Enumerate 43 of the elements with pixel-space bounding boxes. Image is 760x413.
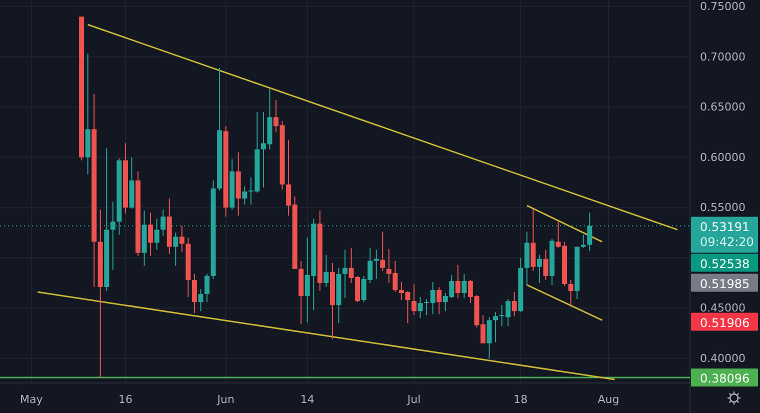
candlestick bbox=[418, 296, 423, 319]
candlestick bbox=[462, 273, 467, 299]
candlestick bbox=[380, 231, 386, 272]
candlestick bbox=[374, 249, 379, 280]
text: 0.51985 bbox=[700, 276, 750, 291]
candlestick bbox=[436, 286, 442, 315]
x-tick-label: Aug bbox=[598, 392, 620, 406]
x-tick-label: Jul bbox=[406, 392, 421, 406]
text: 0.52538 bbox=[700, 256, 750, 271]
y-tick-label: 0.75000 bbox=[700, 0, 746, 14]
text: 09:42:20 bbox=[700, 234, 754, 249]
y-tick-label: 0.40000 bbox=[700, 352, 746, 365]
y-tick-label: 0.45000 bbox=[700, 302, 746, 315]
candlestick bbox=[536, 254, 542, 284]
ref-line-label: 0.53191 bbox=[700, 220, 750, 234]
y-tick-label: 0.70000 bbox=[700, 50, 746, 64]
candlestick bbox=[580, 234, 586, 248]
candlestick bbox=[179, 225, 184, 252]
x-tick-label: 14 bbox=[300, 392, 314, 406]
candlestick bbox=[204, 273, 210, 303]
ref-line-label: 0.38096 bbox=[700, 372, 750, 386]
candlestick bbox=[192, 273, 197, 314]
candlestick bbox=[173, 232, 178, 266]
candlestick bbox=[242, 186, 248, 206]
candlestick bbox=[342, 249, 348, 299]
candlestick bbox=[568, 279, 574, 308]
candlestick bbox=[512, 292, 517, 317]
candlestick bbox=[148, 212, 154, 256]
y-tick-label: 0.60000 bbox=[700, 150, 746, 164]
text: 0.51906 bbox=[700, 316, 750, 330]
x-tick-label: Jun bbox=[216, 392, 234, 406]
candlestick bbox=[324, 254, 329, 288]
x-tick-label: May bbox=[20, 392, 44, 406]
x-tick-label: 18 bbox=[514, 392, 528, 406]
candlestick bbox=[198, 288, 204, 312]
y-tick-label: 0.55000 bbox=[700, 201, 746, 214]
y-tick-label: 0.65000 bbox=[700, 100, 746, 114]
candlestick bbox=[455, 264, 460, 299]
candlestick bbox=[412, 283, 416, 316]
candlestick bbox=[493, 312, 498, 343]
candlestick bbox=[543, 249, 548, 280]
candlestick bbox=[486, 316, 492, 359]
x-tick-label: 16 bbox=[118, 392, 132, 406]
